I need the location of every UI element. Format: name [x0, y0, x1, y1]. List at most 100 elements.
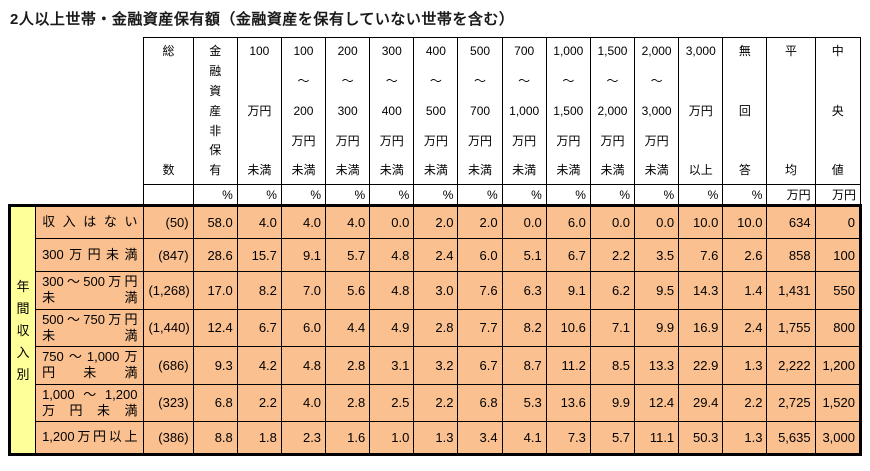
data-cell: 2,725 [766, 383, 816, 422]
column-header-text: 500 ～ 700 万円 未満 [468, 44, 493, 178]
column-header-text: 無回答 [738, 44, 751, 178]
column-header-1500-2000: 1,500 ～ 2,000 万円 未満 [589, 37, 636, 185]
data-cell: 5.1 [501, 238, 547, 272]
column-header-2000-3000: 2,000 ～ 3,000 万円 未満 [634, 37, 680, 185]
column-header-text: 平均 [785, 44, 798, 178]
data-cell: 2.4 [722, 308, 768, 347]
data-cell: 2,222 [766, 346, 816, 385]
data-cell: 3.4 [457, 421, 503, 456]
unit-cell [143, 184, 194, 206]
data-cell: 634 [766, 204, 816, 239]
data-cell: 6.8 [457, 383, 503, 422]
data-cell: 1,520 [814, 383, 863, 422]
unit-cell: % [545, 184, 591, 206]
data-cell: 2.8 [325, 383, 371, 422]
table-row: 500～750万円 未満 (1,440) 12.4 6.7 6.0 4.4 4.9 2.8 7.… [10, 308, 863, 347]
unit-cell: % [369, 184, 415, 206]
table-row: 300～500万円 未満 (1,268) 17.0 8.2 7.0 5.6 4.8 3.0 7.… [10, 271, 863, 310]
data-cell: 5.7 [325, 238, 371, 272]
column-header-text: 中央値 [831, 44, 844, 178]
column-header-text: 1,500 ～ 2,000 万円 未満 [597, 44, 628, 178]
table-row: 300万円未満 (847) 28.6 15.7 9.1 5.7 4.8 2.4 6.0 5.1 6.… [10, 238, 863, 272]
unit-cell: % [722, 184, 768, 206]
data-cell: 16.9 [678, 308, 724, 347]
data-cell: 4.0 [236, 204, 282, 239]
data-cell: 29.4 [678, 383, 724, 422]
data-cell: (1,440) [143, 308, 194, 347]
data-cell: 1.6 [325, 421, 371, 456]
data-cell: 6.2 [589, 271, 636, 310]
column-header-median: 中央値 [814, 37, 862, 185]
data-cell: 4.8 [369, 271, 415, 310]
data-cell: 28.6 [192, 238, 238, 272]
data-cell: 58.0 [192, 204, 238, 239]
data-cell: 6.7 [545, 238, 591, 272]
data-cell: 3.2 [413, 346, 459, 385]
data-cell: 9.1 [545, 271, 591, 310]
data-cell: 14.3 [678, 271, 724, 310]
data-cell: 9.9 [634, 308, 680, 347]
data-cell: 5,635 [766, 421, 816, 456]
data-cell: 2.2 [236, 383, 282, 422]
data-cell: 10.6 [545, 308, 591, 347]
data-cell: 3.1 [369, 346, 415, 385]
data-cell: (323) [143, 383, 194, 422]
data-cell: 10.0 [722, 204, 768, 239]
unit-cell: % [501, 184, 547, 206]
data-cell: 8.8 [192, 421, 238, 456]
data-cell: 4.2 [236, 346, 282, 385]
column-header-400-500: 400 ～ 500 万円 未満 [413, 37, 459, 185]
table-row: 1,000～1,200 万円未満 (323) 6.8 2.2 4.0 2.8 2.5 2.2 6… [10, 383, 863, 422]
data-cell: 2.5 [369, 383, 415, 422]
row-axis-text: 年間収入別 [16, 278, 30, 382]
data-cell: 2.0 [413, 204, 459, 239]
table-header: 総数 金融資産非保有 100 万円 未満 100 ～ 200 万円 未満 200 ～ 300 万円… [9, 37, 862, 206]
data-cell: 0.0 [369, 204, 415, 239]
data-cell: 2.8 [325, 346, 371, 385]
unit-cell: % [457, 184, 503, 206]
row-label: 300万円未満 [35, 238, 145, 272]
data-cell: 0 [814, 204, 863, 239]
data-cell: 5.6 [325, 271, 371, 310]
row-label: 750～1,000万 円未満 [35, 346, 145, 385]
data-cell: 9.1 [280, 238, 327, 272]
column-header-no-answer: 無回答 [722, 37, 768, 185]
data-cell: 3.5 [634, 238, 680, 272]
column-header-100-200: 100 ～ 200 万円 未満 [280, 37, 327, 185]
data-cell: 1.3 [722, 346, 768, 385]
column-header-text: 3,000 万円 以上 [685, 44, 716, 178]
data-cell: 17.0 [192, 271, 238, 310]
data-cell: 15.7 [236, 238, 282, 272]
column-header-300-400: 300 ～ 400 万円 未満 [369, 37, 415, 185]
column-header-text: 総数 [162, 44, 175, 178]
column-header-500-700: 500 ～ 700 万円 未満 [457, 37, 503, 185]
data-cell: (386) [143, 421, 194, 456]
column-header-text: 100 万円 未満 [247, 44, 272, 178]
unit-cell: % [589, 184, 636, 206]
data-cell: 1.3 [413, 421, 459, 456]
data-cell: 5.3 [501, 383, 547, 422]
column-header-200-300: 200 ～ 300 万円 未満 [325, 37, 371, 185]
data-cell: 3,000 [814, 421, 863, 456]
data-cell: 6.7 [236, 308, 282, 347]
table-row: 750～1,000万 円未満 (686) 9.3 4.2 4.8 2.8 3.1 3.2 6.7… [10, 346, 863, 385]
table-body: 年間収入別収入はない (50) 58.0 4.0 4.0 4.0 0.0 2.0 2.0 0.0 6… [7, 204, 863, 456]
data-cell: 1.4 [722, 271, 768, 310]
data-cell: 11.2 [545, 346, 591, 385]
unit-cell: % [280, 184, 327, 206]
data-cell: 2.0 [457, 204, 503, 239]
data-cell: 1.3 [722, 421, 768, 456]
data-cell: 0.0 [589, 204, 636, 239]
data-cell: 7.6 [457, 271, 503, 310]
data-cell: 7.6 [678, 238, 724, 272]
row-label: 300～500万円 未満 [35, 271, 145, 310]
data-cell: 2.2 [413, 383, 459, 422]
column-header-text: 100 ～ 200 万円 未満 [291, 44, 316, 178]
row-label: 収入はない [35, 204, 145, 239]
column-header-over-3000: 3,000 万円 以上 [678, 37, 724, 185]
data-cell: 100 [814, 238, 863, 272]
data-cell: 7.7 [457, 308, 503, 347]
data-cell: 9.3 [192, 346, 238, 385]
data-cell: 11.1 [634, 421, 680, 456]
data-cell: 1.0 [369, 421, 415, 456]
